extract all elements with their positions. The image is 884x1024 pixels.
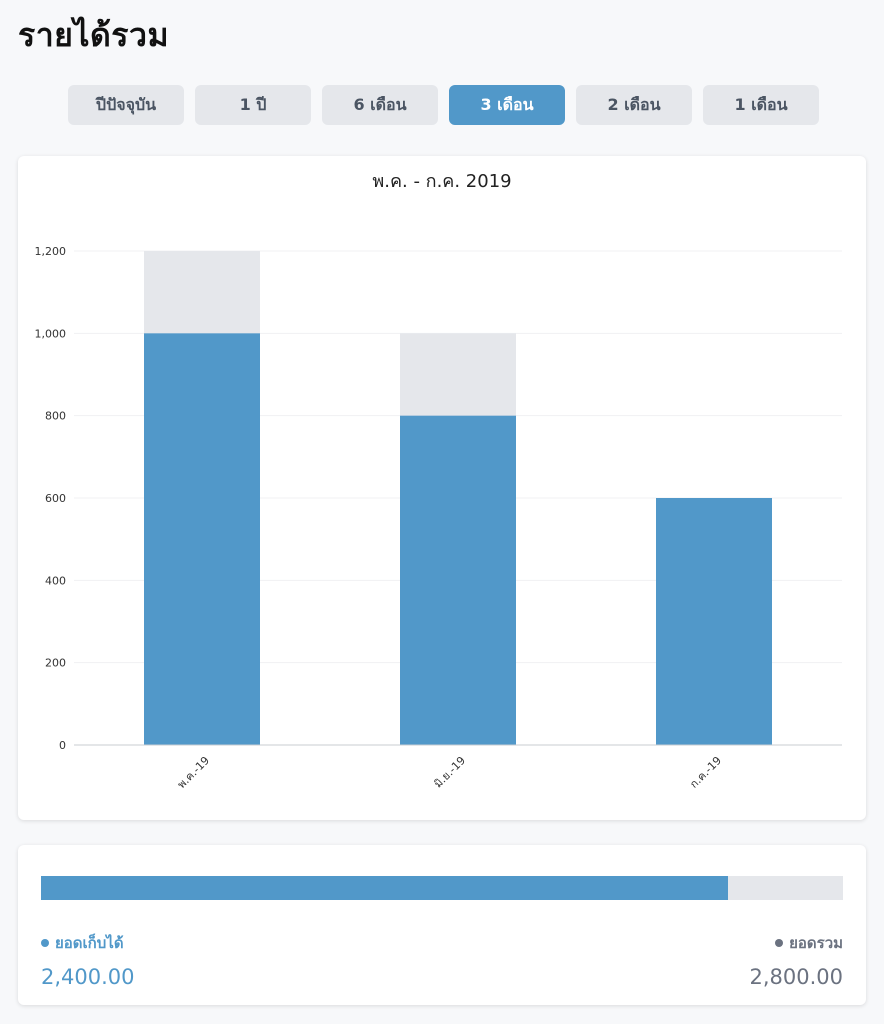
period-tabs: ปีปัจจุบัน 1 ปี 6 เดือน 3 เดือน 2 เดือน … <box>68 85 819 125</box>
collection-progress-bar <box>41 876 843 900</box>
collected-bar <box>400 415 516 745</box>
summary-card: ยอดเก็บได้ 2,400.00 ยอดรวม 2,800.00 <box>18 845 866 1005</box>
tab-1-year[interactable]: 1 ปี <box>195 85 311 125</box>
total-value: 2,800.00 <box>749 965 843 989</box>
total-legend: ยอดรวม 2,800.00 <box>749 931 843 989</box>
tab-current-year[interactable]: ปีปัจจุบัน <box>68 85 184 125</box>
tab-1-month[interactable]: 1 เดือน <box>703 85 819 125</box>
tab-3-months[interactable]: 3 เดือน <box>449 85 565 125</box>
page-title: รายได้รวม <box>18 16 170 54</box>
total-dot-icon <box>775 939 784 947</box>
collected-dot-icon <box>41 939 49 947</box>
tab-6-months[interactable]: 6 เดือน <box>322 85 438 125</box>
revenue-chart-card: พ.ค. - ก.ค. 2019 0 200 400 600 800 1,000 1,200 พ… <box>18 156 866 820</box>
tab-2-months[interactable]: 2 เดือน <box>576 85 692 125</box>
collected-value: 2,400.00 <box>41 965 135 989</box>
y-tick-label: 200 <box>45 657 66 670</box>
x-category-label: มิ.ย.-19 <box>432 754 469 791</box>
collected-label: ยอดเก็บได้ <box>55 934 124 952</box>
collected-bar <box>144 333 260 745</box>
x-category-label: พ.ค.-19 <box>175 754 212 791</box>
revenue-chart: พ.ค. - ก.ค. 2019 0 200 400 600 800 1,000 1,200 พ… <box>35 171 842 791</box>
chart-title: พ.ค. - ก.ค. 2019 <box>372 171 511 192</box>
y-tick-label: 1,000 <box>35 327 67 340</box>
y-tick-label: 1,200 <box>35 245 67 258</box>
y-tick-label: 600 <box>45 492 66 505</box>
y-tick-label: 800 <box>45 410 66 423</box>
y-tick-label: 0 <box>59 739 66 752</box>
collected-bar <box>656 498 772 745</box>
collected-legend: ยอดเก็บได้ 2,400.00 <box>41 931 135 989</box>
collection-progress-fill <box>41 876 729 900</box>
total-label: ยอดรวม <box>789 934 843 952</box>
y-tick-label: 400 <box>45 574 66 587</box>
x-category-label: ก.ค.-19 <box>687 754 724 791</box>
